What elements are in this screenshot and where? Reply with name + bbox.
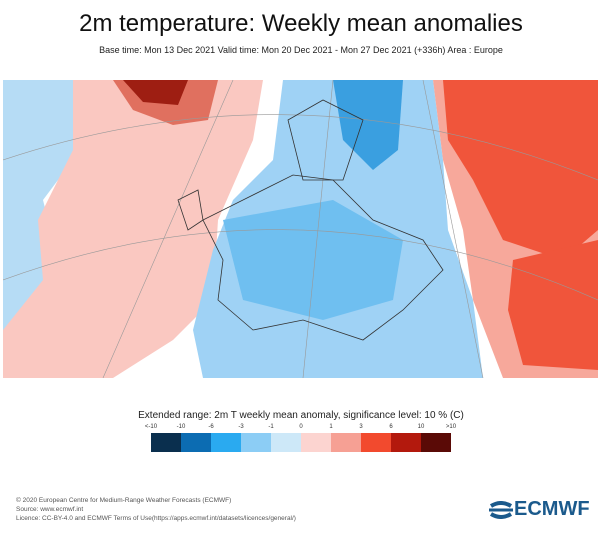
licence-text: Licence: CC-BY-4.0 and ECMWF Terms of Us… <box>16 515 296 522</box>
legend-tick-label: -6 <box>208 424 214 430</box>
chart-subtitle: Base time: Mon 13 Dec 2021 Valid time: M… <box>99 45 503 55</box>
legend-color-box <box>421 433 451 452</box>
anomaly-map <box>3 80 598 378</box>
legend-color-box <box>181 433 211 452</box>
legend-tick-label: 0 <box>299 424 303 430</box>
legend-color-box <box>271 433 301 452</box>
copyright-text: © 2020 European Centre for Medium-Range … <box>16 497 232 504</box>
legend-tick-label: -10 <box>176 424 186 430</box>
legend-tick-label: -3 <box>238 424 244 430</box>
legend-color-box <box>241 433 271 452</box>
legend-color-box <box>391 433 421 452</box>
legend-tick-label: -1 <box>268 424 274 430</box>
legend-tick-label: 6 <box>389 424 393 430</box>
legend-color-box <box>151 433 181 452</box>
legend-color-box <box>301 433 331 452</box>
legend-color-box <box>211 433 241 452</box>
footer: © 2020 European Centre for Medium-Range … <box>16 496 296 523</box>
legend-tick-label: 1 <box>329 424 333 430</box>
legend-tick-label: 10 <box>417 424 425 430</box>
legend-ticks: <-10 -10 -6 -3 -1 0 1 3 6 10 >10 <box>136 424 466 434</box>
chart-title: 2m temperature: Weekly mean anomalies <box>79 10 523 37</box>
ecmwf-logo: ECMWF <box>488 498 590 521</box>
legend-title: Extended range: 2m T weekly mean anomaly… <box>138 410 464 421</box>
source-text: Source: www.ecmwf.int <box>16 506 84 513</box>
legend-color-box <box>331 433 361 452</box>
ecmwf-logo-text: ECMWF <box>514 498 590 520</box>
legend-colorbar <box>151 433 451 452</box>
legend-tick-label: <-10 <box>144 424 158 430</box>
legend-tick-label: 3 <box>359 424 363 430</box>
legend-tick-label: >10 <box>445 424 457 430</box>
ecmwf-logo-icon <box>489 500 513 519</box>
legend-color-box <box>361 433 391 452</box>
atlantic-warm-area <box>3 80 263 378</box>
